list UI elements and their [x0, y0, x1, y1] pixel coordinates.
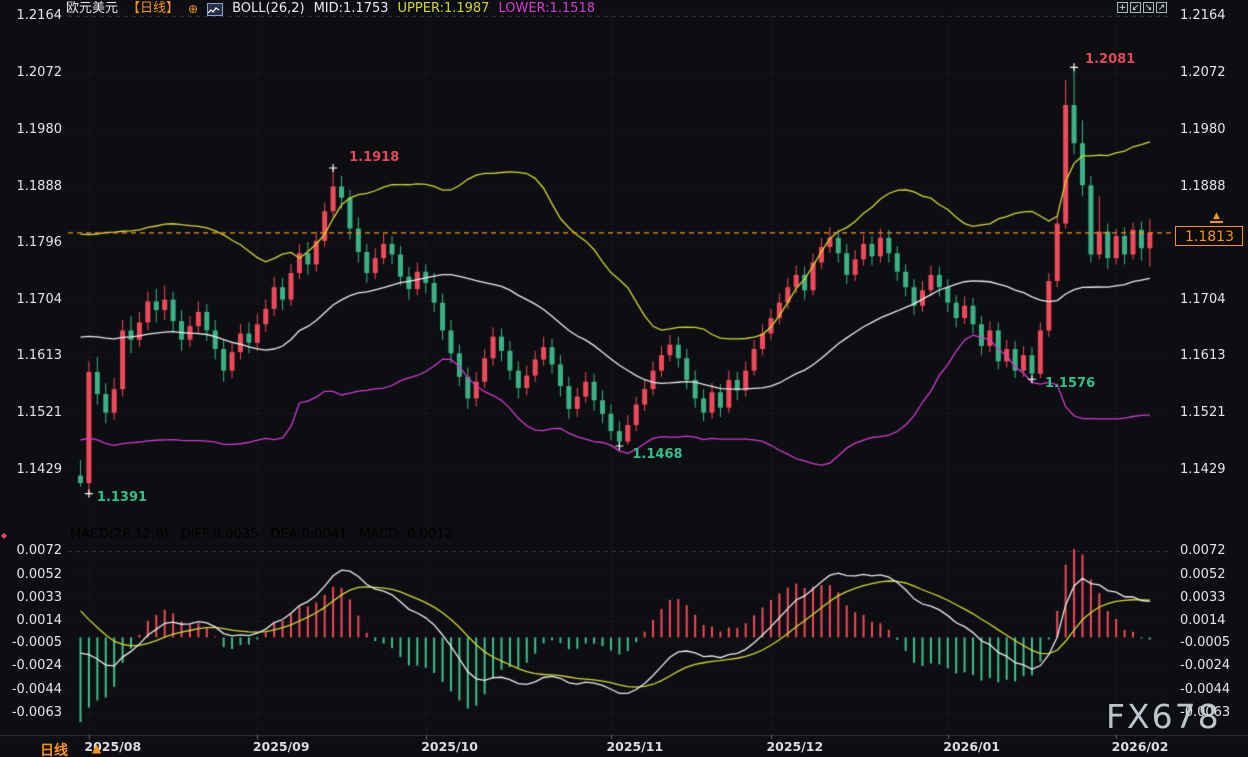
chart-toolbar: + ↙ ↘ ↗ — [1117, 2, 1167, 13]
period-tag[interactable]: 【日线】 — [127, 1, 180, 16]
boll-indicator-label: BOLL(26,2) — [232, 1, 305, 16]
macd-dea-value: DEA:0.0041 — [270, 527, 348, 542]
macd-axis-label-left: -0.0063 — [11, 705, 62, 721]
macd-axis-label-left: -0.0044 — [11, 682, 62, 698]
macd-axis-label-right: 0.0052 — [1180, 566, 1226, 582]
price-axis-label-right: 1.1521 — [1180, 405, 1226, 421]
pane-layout-left-icon[interactable]: ↙ — [1130, 2, 1141, 13]
macd-value: MACD:-0.0012 — [359, 527, 453, 542]
price-axis-label-left: 1.1521 — [16, 405, 63, 421]
pane-layout-right-icon[interactable]: ↘ — [1143, 2, 1154, 13]
price-axis-label-right: 1.1980 — [1180, 121, 1226, 137]
month-axis-label: 2025/08 — [84, 739, 142, 754]
chart-header: 欧元美元 【日线】 ⊕ BOLL(26,2) MID:1.1753 UPPER:… — [66, 1, 595, 17]
symbol-name: 欧元美元 — [66, 1, 119, 16]
price-alert-arrow-icon[interactable]: ▲ — [1210, 211, 1223, 223]
price-axis-label-left: 1.1429 — [16, 462, 63, 478]
macd-axis-label-right: -0.0024 — [1180, 658, 1231, 674]
price-axis-label-right: 1.1888 — [1180, 178, 1226, 194]
price-axis-label-right: 1.2072 — [1180, 64, 1226, 80]
macd-axis-label-left: -0.0005 — [11, 635, 62, 651]
macd-axis-label-left: 0.0052 — [16, 566, 63, 582]
price-axis-label-left: 1.1980 — [16, 121, 63, 137]
timeframe-up-arrow-icon[interactable]: ▲ — [92, 741, 102, 755]
price-extreme-annotation: 1.1918 — [349, 149, 400, 165]
chart-type-icon[interactable] — [207, 2, 224, 16]
panel-divider-marker-icon: ◆ — [1, 531, 8, 540]
price-extreme-annotation: 1.2081 — [1085, 52, 1136, 68]
macd-axis-label-right: 0.0033 — [1180, 589, 1226, 605]
price-axis-label-right: 1.1613 — [1180, 348, 1226, 364]
price-axis-label-right: 1.1429 — [1180, 462, 1226, 478]
macd-axis-label-left: 0.0014 — [16, 612, 63, 628]
macd-header: MACD(26,12,9) DIFF:0.0035 DEA:0.0041 MAC… — [70, 527, 453, 542]
price-axis-label-left: 1.2164 — [16, 8, 63, 23]
timeframe-selector[interactable]: 日线 — [40, 743, 68, 757]
price-extreme-annotation: 1.1576 — [1044, 376, 1096, 392]
price-axis-label-right: 1.2164 — [1180, 8, 1226, 23]
macd-axis-label-right: 0.0072 — [1180, 542, 1226, 558]
boll-upper-value: UPPER:1.1987 — [397, 1, 490, 16]
price-axis-label-left: 1.1613 — [16, 348, 63, 364]
price-axis-label-left: 1.1888 — [16, 178, 63, 194]
boll-mid-value: MID:1.1753 — [313, 1, 389, 16]
crosshair-icon[interactable]: + — [1117, 2, 1128, 13]
watermark: FX678 — [1106, 697, 1221, 736]
macd-axis-label-right: 0.0014 — [1180, 612, 1226, 628]
pane-expand-icon[interactable]: ↗ — [1156, 2, 1167, 13]
macd-axis-label-left: -0.0024 — [11, 658, 62, 674]
price-axis-label-left: 1.1796 — [16, 235, 63, 251]
macd-axis-label-right: -0.0063 — [1180, 705, 1231, 721]
macd-indicator-label: MACD(26,12,9) — [70, 527, 169, 542]
price-axis-label-left: 1.1704 — [16, 292, 63, 308]
macd-axis-label-right: -0.0005 — [1180, 635, 1231, 651]
month-axis-label: 2025/10 — [421, 739, 478, 754]
last-price-tag: 1.1813 — [1175, 225, 1243, 246]
macd-axis-label-left: 0.0033 — [16, 589, 63, 605]
month-axis-label: 2025/11 — [606, 739, 664, 754]
month-axis-label: 2025/12 — [766, 739, 824, 754]
boll-lower-value: LOWER:1.1518 — [498, 1, 596, 16]
month-axis-label: 2026/01 — [943, 739, 1001, 754]
price-axis-label-left: 1.2072 — [16, 64, 63, 80]
price-axis-label-right: 1.1704 — [1180, 292, 1226, 308]
macd-diff-value: DIFF:0.0035 — [180, 527, 259, 542]
month-axis-label: 2025/09 — [252, 739, 310, 754]
macd-axis-label-left: 0.0072 — [16, 542, 63, 558]
add-indicator-icon[interactable]: ⊕ — [188, 2, 199, 16]
month-axis-label: 2026/02 — [1111, 739, 1169, 754]
macd-axis-label-right: -0.0044 — [1180, 682, 1231, 698]
price-extreme-annotation: 1.1391 — [96, 489, 148, 505]
price-extreme-annotation: 1.1468 — [632, 446, 683, 462]
